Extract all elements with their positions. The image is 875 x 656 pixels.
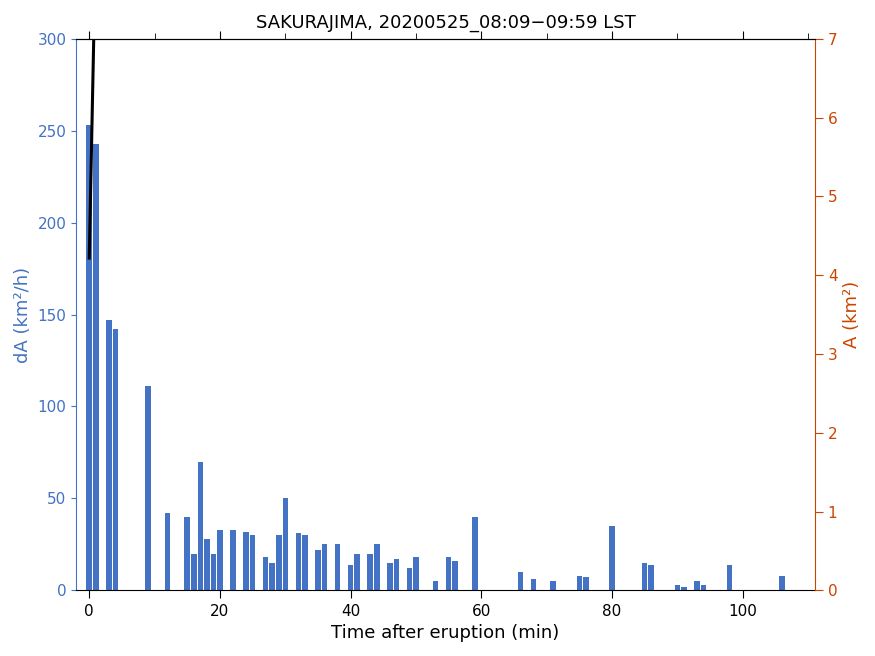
Bar [185,517,190,590]
Bar [243,531,248,590]
Title: SAKURAJIMA, 20200525_08:09−09:59 LST: SAKURAJIMA, 20200525_08:09−09:59 LST [255,14,635,32]
Bar [727,565,732,590]
Bar [394,559,399,590]
Bar [577,576,582,590]
Bar [779,576,785,590]
Bar [675,585,680,590]
Bar [694,581,700,590]
Bar [106,320,112,590]
Bar [315,550,321,590]
Bar [452,561,458,590]
Bar [198,462,203,590]
Bar [87,125,92,590]
Bar [276,535,282,590]
Bar [446,557,452,590]
Bar [550,581,556,590]
Bar [518,572,523,590]
Bar [322,544,327,590]
Bar [93,144,99,590]
Bar [230,529,235,590]
X-axis label: Time after eruption (min): Time after eruption (min) [332,624,559,642]
Bar [270,563,275,590]
Bar [407,568,412,590]
Bar [413,557,419,590]
Bar [354,554,360,590]
Bar [145,386,150,590]
Y-axis label: A (km²): A (km²) [844,281,861,348]
Bar [113,329,118,590]
Bar [296,533,301,590]
Bar [302,535,308,590]
Bar [348,565,354,590]
Bar [583,577,589,590]
Bar [374,544,380,590]
Bar [164,513,171,590]
Bar [283,499,288,590]
Bar [250,535,255,590]
Bar [648,565,654,590]
Bar [433,581,438,590]
Bar [217,529,223,590]
Y-axis label: dA (km²/h): dA (km²/h) [14,266,31,363]
Bar [211,554,216,590]
Bar [191,554,197,590]
Bar [701,585,706,590]
Bar [609,526,615,590]
Bar [387,563,393,590]
Bar [472,517,478,590]
Bar [204,539,210,590]
Bar [368,554,373,590]
Bar [642,563,648,590]
Bar [681,586,687,590]
Bar [531,579,536,590]
Bar [262,557,269,590]
Bar [335,544,340,590]
